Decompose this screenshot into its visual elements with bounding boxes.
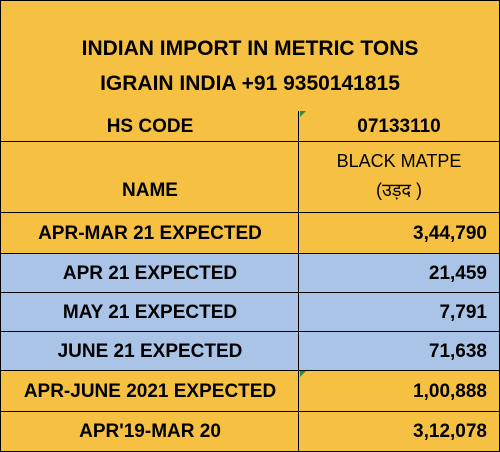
table-row: APR-JUNE 2021 EXPECTED 1,00,888 (1, 371, 499, 412)
table-title: INDIAN IMPORT IN METRIC TONS IGRAIN INDI… (1, 1, 499, 112)
table-row: APR 21 EXPECTED 21,459 (1, 254, 499, 293)
name-value-line-1: BLACK MATPE (336, 151, 462, 171)
row-value: 7,791 (439, 302, 487, 323)
table-row: APR-MAR 21 EXPECTED 3,44,790 (1, 213, 499, 254)
row-label: APR-MAR 21 EXPECTED (38, 223, 262, 244)
row-label: APR-JUNE 2021 EXPECTED (23, 381, 277, 402)
hs-code-row: HS CODE 07133110 (1, 111, 499, 142)
row-value: 3,12,078 (413, 421, 487, 442)
row-value: 71,638 (428, 341, 487, 362)
name-value-line-2: (उड़द ) (375, 180, 423, 200)
row-label: MAY 21 EXPECTED (62, 302, 238, 323)
row-label: APR 21 EXPECTED (62, 263, 238, 284)
cell-comment-marker (300, 111, 306, 117)
name-label: NAME (122, 180, 178, 201)
title-line-1: INDIAN IMPORT IN METRIC TONS (81, 37, 419, 60)
hs-code-value: 07133110 (357, 116, 441, 137)
name-row: NAME BLACK MATPE (उड़द ) (1, 142, 499, 213)
row-value: 3,44,790 (413, 223, 487, 244)
row-label: APR'19-MAR 20 (79, 421, 221, 442)
hs-code-label: HS CODE (106, 116, 194, 137)
row-value: 21,459 (428, 263, 487, 284)
table-row: MAY 21 EXPECTED 7,791 (1, 293, 499, 332)
row-label: JUNE 21 EXPECTED (57, 341, 243, 362)
cell-comment-marker (300, 371, 306, 377)
table-row: JUNE 21 EXPECTED 71,638 (1, 332, 499, 371)
row-value: 1,00,888 (413, 381, 487, 402)
table-row: APR'19-MAR 20 3,12,078 (1, 412, 499, 451)
title-line-2: IGRAIN INDIA +91 9350141815 (100, 72, 400, 95)
